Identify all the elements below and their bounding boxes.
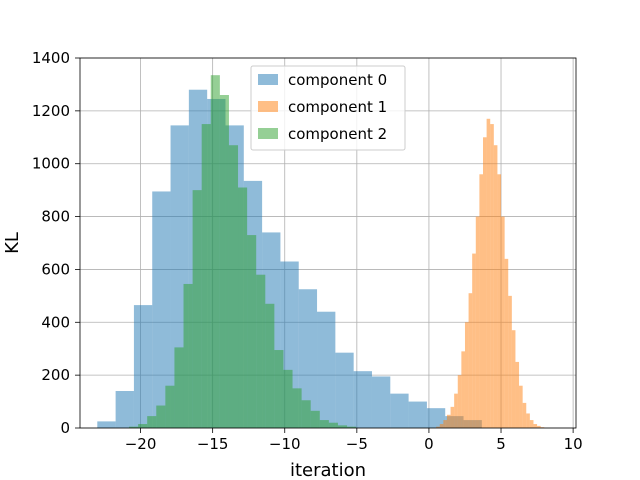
histogram-bar bbox=[174, 347, 184, 428]
histogram-bar bbox=[256, 274, 266, 428]
y-tick-label: 0 bbox=[60, 419, 70, 437]
y-tick-label: 200 bbox=[41, 366, 70, 384]
x-tick-label: 0 bbox=[424, 435, 434, 453]
series-2-bars bbox=[129, 75, 357, 429]
histogram-bar bbox=[508, 295, 512, 428]
histogram-bar bbox=[450, 406, 455, 428]
legend-swatch-component-1 bbox=[258, 101, 278, 112]
histogram-bar bbox=[475, 216, 480, 428]
histogram-bar bbox=[138, 424, 148, 428]
histogram-bar bbox=[353, 371, 372, 428]
histogram-bar bbox=[526, 413, 530, 428]
histogram-bar bbox=[479, 174, 483, 428]
bars bbox=[97, 75, 545, 429]
histogram-bar bbox=[247, 235, 257, 428]
histogram-bar bbox=[210, 75, 220, 428]
histogram-bar bbox=[201, 124, 211, 429]
histogram-bar bbox=[165, 385, 175, 428]
y-tick-label: 1400 bbox=[32, 49, 70, 67]
x-axis-label: iteration bbox=[290, 460, 366, 480]
histogram-bar bbox=[317, 311, 336, 428]
plot-frame bbox=[79, 57, 577, 429]
histogram-bar bbox=[301, 400, 311, 428]
histogram-bar bbox=[501, 216, 505, 428]
histogram-bar bbox=[439, 424, 444, 428]
histogram-bar bbox=[283, 369, 293, 428]
histogram-bar bbox=[490, 124, 494, 429]
x-tick-label: −20 bbox=[125, 435, 157, 453]
histogram-bar bbox=[457, 375, 462, 428]
histogram-bar bbox=[537, 425, 541, 428]
histogram-bar bbox=[390, 393, 409, 428]
histogram-bar bbox=[443, 420, 447, 428]
histogram-bar bbox=[319, 420, 329, 428]
y-tick-label: 1000 bbox=[32, 155, 70, 173]
y-tick-label: 1200 bbox=[32, 102, 70, 120]
histogram-bar bbox=[129, 426, 139, 428]
legend-label-component-2: component 2 bbox=[288, 125, 387, 143]
histogram-bar bbox=[511, 330, 516, 428]
y-tick-label: 400 bbox=[41, 313, 70, 331]
histogram-bar bbox=[238, 187, 248, 428]
x-tick-label: −5 bbox=[346, 435, 368, 453]
histogram-bar bbox=[464, 322, 469, 428]
histogram-bar bbox=[228, 145, 239, 428]
histogram-bar bbox=[274, 350, 284, 428]
histogram-bar bbox=[436, 426, 440, 428]
histogram-bar bbox=[486, 118, 491, 429]
x-tick-label: −10 bbox=[269, 435, 301, 453]
ticks: −20 −15 −10 −5 0 5 10 0 200 400 600 800 1000 1200 1400 bbox=[32, 49, 583, 453]
histogram-bar bbox=[152, 191, 171, 428]
histogram-bar bbox=[483, 137, 487, 429]
x-tick-label: 10 bbox=[564, 435, 583, 453]
legend-label-component-1: component 1 bbox=[288, 98, 387, 116]
y-axis-label: KL bbox=[2, 232, 23, 254]
histogram-bar bbox=[156, 405, 166, 428]
histogram-bar bbox=[454, 393, 458, 428]
histogram-bar bbox=[183, 283, 193, 428]
histogram-bar bbox=[97, 421, 116, 428]
legend-label-component-0: component 0 bbox=[288, 71, 387, 89]
legend-frame bbox=[250, 65, 406, 151]
histogram-bar bbox=[371, 376, 391, 428]
histogram-bar bbox=[219, 95, 229, 428]
histogram-bar bbox=[426, 408, 446, 428]
histogram-bar bbox=[328, 422, 338, 428]
histogram-bar bbox=[337, 425, 348, 428]
histogram-bar bbox=[310, 410, 320, 428]
x-tick-label: 5 bbox=[496, 435, 506, 453]
histogram-bar bbox=[529, 420, 534, 428]
histogram-bar bbox=[515, 361, 520, 428]
legend: component 0 component 1 component 2 bbox=[250, 65, 406, 151]
histogram-bar bbox=[446, 414, 451, 428]
histogram-bar bbox=[497, 174, 502, 428]
x-tick-label: −15 bbox=[197, 435, 229, 453]
series-1-bars bbox=[436, 118, 545, 429]
legend-swatch-component-0 bbox=[258, 74, 278, 85]
histogram-bar bbox=[504, 258, 509, 428]
histogram-bar bbox=[335, 352, 354, 428]
histogram-bar bbox=[298, 289, 318, 428]
histogram-bar bbox=[347, 426, 357, 428]
histogram-bar bbox=[519, 385, 523, 428]
histogram-bar bbox=[265, 303, 275, 428]
legend-swatch-component-2 bbox=[258, 128, 278, 139]
histogram-bar bbox=[133, 305, 153, 428]
histogram-bar bbox=[468, 293, 473, 428]
histogram-bar bbox=[408, 401, 427, 428]
y-tick-label: 600 bbox=[41, 260, 70, 278]
histogram-bar bbox=[115, 391, 134, 428]
histogram-bar bbox=[461, 351, 465, 428]
y-tick-label: 800 bbox=[41, 208, 70, 226]
histogram-bar bbox=[533, 424, 538, 428]
histogram-bar bbox=[147, 416, 157, 428]
histogram-bar bbox=[522, 402, 527, 428]
histogram-bar bbox=[292, 388, 302, 428]
histogram-bar bbox=[472, 253, 476, 428]
histogram-bar bbox=[192, 190, 202, 428]
histogram-bar bbox=[493, 145, 498, 428]
